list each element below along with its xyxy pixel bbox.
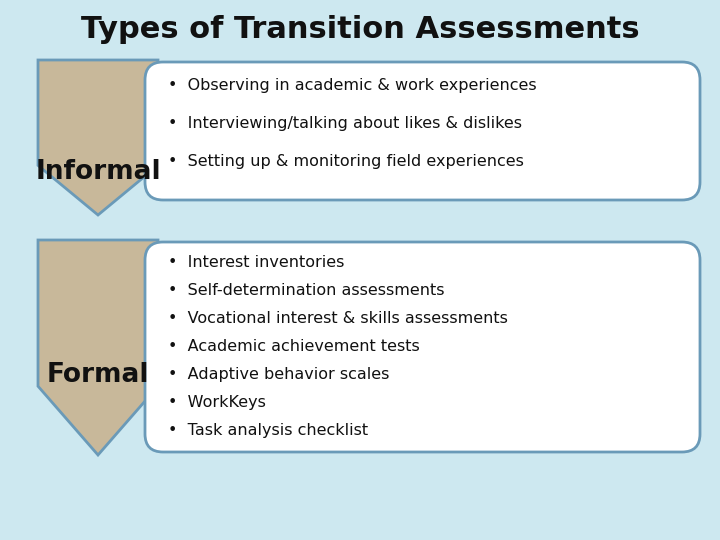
Text: •  Self-determination assessments: • Self-determination assessments [168,283,444,298]
Text: •  Academic achievement tests: • Academic achievement tests [168,339,420,354]
Text: •  Observing in academic & work experiences: • Observing in academic & work experienc… [168,78,536,93]
Text: •  Task analysis checklist: • Task analysis checklist [168,423,368,438]
Text: Informal: Informal [35,159,161,185]
Text: •  Adaptive behavior scales: • Adaptive behavior scales [168,367,390,382]
Text: Types of Transition Assessments: Types of Transition Assessments [81,15,639,44]
Text: •  Interviewing/talking about likes & dislikes: • Interviewing/talking about likes & dis… [168,116,522,131]
FancyBboxPatch shape [145,62,700,200]
Text: •  Setting up & monitoring field experiences: • Setting up & monitoring field experien… [168,154,524,169]
FancyBboxPatch shape [145,242,700,452]
Text: •  WorkKeys: • WorkKeys [168,395,266,410]
Text: •  Interest inventories: • Interest inventories [168,255,344,270]
Text: •  Vocational interest & skills assessments: • Vocational interest & skills assessmen… [168,311,508,326]
Polygon shape [38,60,158,215]
Polygon shape [38,240,158,455]
Text: Formal: Formal [47,362,149,388]
